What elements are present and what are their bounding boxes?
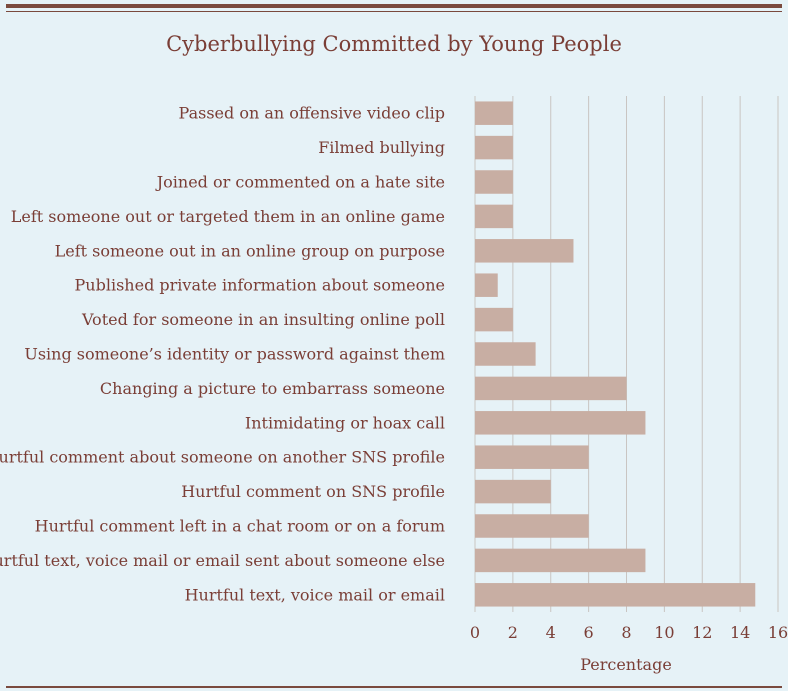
bar: [475, 479, 551, 504]
category-label: Hurtful comment left in a chat room or o…: [35, 517, 445, 536]
category-label: Changing a picture to embarrass someone: [100, 379, 445, 398]
bar: [475, 548, 646, 573]
bar: [475, 583, 756, 607]
category-label: Hurtful text, voice mail or email sent a…: [0, 551, 445, 570]
bar: [475, 204, 513, 229]
x-tick-label: 4: [546, 623, 556, 642]
category-label: Hurtful text, voice mail or email: [185, 585, 445, 604]
category-label: Using someone’s identity or password aga…: [24, 345, 445, 364]
bar: [475, 514, 589, 538]
x-axis-title: Percentage: [580, 655, 672, 674]
category-label: Joined or commented on a hate site: [155, 173, 445, 192]
bar: [475, 135, 513, 160]
bar: [475, 101, 513, 125]
top-rule-thick: [6, 4, 782, 8]
bar: [475, 342, 536, 366]
top-rule-thin: [6, 11, 782, 12]
category-label: Hurtful comment on SNS profile: [181, 482, 445, 501]
category-label: Published private information about some…: [75, 276, 445, 295]
bar: [475, 411, 646, 435]
bars: [475, 101, 756, 607]
x-tick-label: 12: [692, 623, 712, 642]
bar: [475, 273, 498, 297]
category-label: Passed on an offensive video clip: [179, 104, 445, 123]
x-tick-label: 0: [470, 623, 480, 642]
bottom-rule: [6, 686, 782, 688]
x-tick-label: 14: [730, 623, 750, 642]
bar: [475, 376, 627, 401]
x-tick-label: 10: [654, 623, 674, 642]
category-label: Filmed bullying: [318, 138, 445, 157]
category-label: Intimidating or hoax call: [245, 413, 445, 432]
x-tick-label: 8: [621, 623, 631, 642]
bar: [475, 239, 574, 263]
bar: [475, 307, 513, 332]
x-tick-label: 6: [584, 623, 594, 642]
chart-title: Cyberbullying Committed by Young People: [166, 32, 622, 56]
x-tick-label: 2: [508, 623, 518, 642]
category-labels: Passed on an offensive video clip Filmed …: [0, 104, 445, 605]
x-tick-labels: 0 2 4 6 8 10 12 14 16: [470, 623, 788, 642]
category-label: Voted for someone in an insulting online…: [81, 310, 445, 329]
x-tick-label: 16: [768, 623, 788, 642]
category-label: Hurtful comment about someone on another…: [0, 448, 445, 467]
bar: [475, 170, 513, 194]
bar: [475, 445, 589, 469]
category-label: Left someone out or targeted them in an …: [11, 207, 445, 226]
category-label: Left someone out in an online group on p…: [55, 241, 445, 260]
